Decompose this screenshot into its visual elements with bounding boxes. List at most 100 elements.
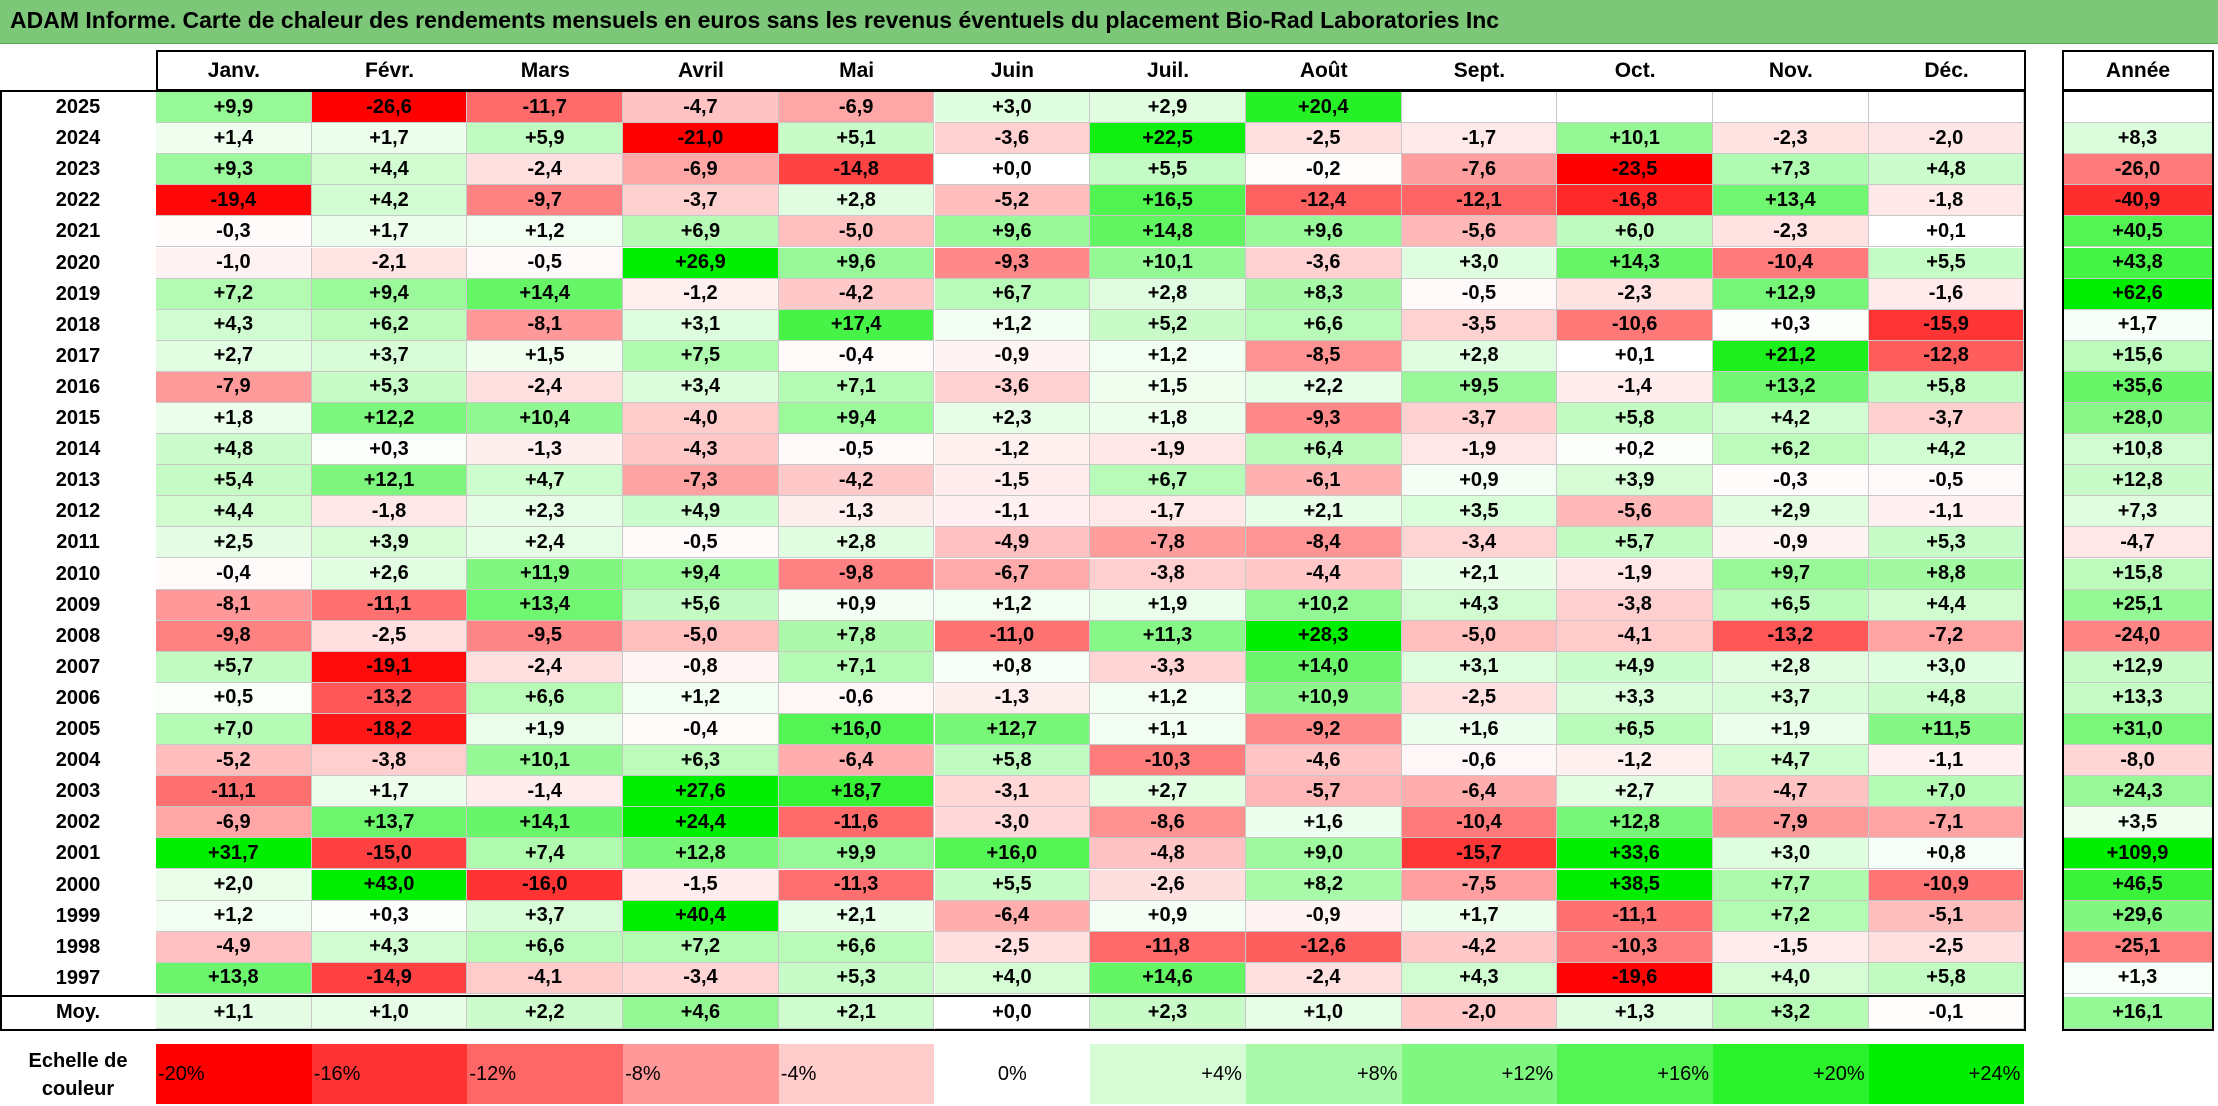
- scale-swatch: -20%: [156, 1044, 312, 1104]
- heatmap-cell: +6,6: [778, 931, 935, 963]
- scale-swatch: -4%: [778, 1044, 935, 1104]
- heatmap-cell: -18,2: [311, 714, 468, 746]
- year-total-cell: +1,7: [2062, 309, 2214, 341]
- heatmap-cell: +5,3: [1868, 527, 2025, 559]
- heatmap-cell: +1,9: [1090, 589, 1246, 621]
- heatmap-cell: -7,6: [1401, 154, 1558, 186]
- heatmap-cell: +1,2: [934, 309, 1091, 341]
- month-header: Févr.: [365, 58, 415, 82]
- heatmap-cell: +2,7: [1090, 776, 1246, 808]
- heatmap-cell: -12,8: [1868, 340, 2025, 372]
- heatmap-cell: +6,9: [623, 216, 779, 248]
- heatmap-cell: -0,5: [778, 434, 935, 466]
- heatmap-cell: -4,0: [623, 403, 779, 435]
- heatmap-cell: -7,9: [1713, 807, 1869, 839]
- average-cell: +4,6: [623, 996, 779, 1029]
- heatmap-cell: +0,1: [1557, 340, 1713, 372]
- heatmap-cell: -11,3: [778, 869, 935, 901]
- heatmap-cell: +3,1: [623, 309, 779, 341]
- heatmap-cell: +9,6: [778, 247, 935, 279]
- heatmap-cell: +5,5: [934, 869, 1091, 901]
- heatmap-cell: -10,6: [1557, 309, 1713, 341]
- heatmap-cell: -1,5: [1713, 931, 1869, 963]
- heatmap-cell: -1,3: [467, 434, 624, 466]
- heatmap-cell: -0,6: [778, 682, 935, 714]
- year-label: 2004: [55, 749, 101, 772]
- heatmap-cell: -0,9: [934, 340, 1091, 372]
- heatmap-cell: +4,3: [1401, 962, 1558, 994]
- year-label: 2016: [55, 375, 101, 398]
- heatmap-cell: +5,8: [1868, 962, 2025, 994]
- heatmap-cell: -7,1: [1868, 807, 2025, 839]
- heatmap-cell: -3,5: [1401, 309, 1558, 341]
- heatmap-cell: -2,4: [467, 651, 624, 683]
- heatmap-cell: -2,3: [1713, 123, 1869, 155]
- heatmap-cell: -7,9: [156, 371, 312, 403]
- heatmap-cell: [1713, 92, 1869, 124]
- heatmap-cell: -11,1: [156, 776, 312, 808]
- heatmap-cell: +10,1: [1557, 123, 1713, 155]
- heatmap-cell: -3,7: [1401, 403, 1558, 435]
- heatmap-cell: -11,6: [778, 807, 935, 839]
- average-year-cell: +16,1: [2062, 996, 2214, 1029]
- month-header: Juil.: [1147, 58, 1190, 82]
- average-cell: +1,1: [156, 996, 312, 1029]
- heatmap-cell: +9,4: [623, 558, 779, 590]
- heatmap-cell: -15,9: [1868, 309, 2025, 341]
- heatmap-cell: -6,1: [1245, 465, 1402, 497]
- heatmap-cell: -6,9: [156, 807, 312, 839]
- heatmap-cell: +10,9: [1245, 682, 1402, 714]
- average-cell: +2,2: [467, 996, 624, 1029]
- heatmap-cell: +1,2: [156, 900, 312, 932]
- heatmap-cell: +12,7: [934, 714, 1091, 746]
- heatmap-cell: +4,9: [623, 496, 779, 528]
- heatmap-cell: +11,5: [1868, 714, 2025, 746]
- year-total-cell: -24,0: [2062, 620, 2214, 652]
- heatmap-cell: +6,6: [1245, 309, 1402, 341]
- heatmap-cell: +22,5: [1090, 123, 1246, 155]
- heatmap-cell: -11,0: [934, 620, 1091, 652]
- heatmap-cell: +1,8: [156, 403, 312, 435]
- month-header: Nov.: [1768, 58, 1813, 82]
- heatmap-cell: -8,1: [156, 589, 312, 621]
- heatmap-cell: -19,6: [1557, 962, 1713, 994]
- heatmap-cell: +2,8: [778, 527, 935, 559]
- heatmap-cell: -0,5: [1401, 278, 1558, 310]
- average-cell: +2,1: [778, 996, 935, 1029]
- heatmap-cell: +2,7: [1557, 776, 1713, 808]
- heatmap-cell: -3,8: [311, 745, 468, 777]
- heatmap-cell: +8,2: [1245, 869, 1402, 901]
- heatmap-cell: -5,2: [156, 745, 312, 777]
- heatmap-cell: -10,4: [1713, 247, 1869, 279]
- heatmap-cell: +1,2: [467, 216, 624, 248]
- heatmap-cell: +9,9: [778, 838, 935, 870]
- heatmap-cell: -6,9: [623, 154, 779, 186]
- heatmap-cell: -15,0: [311, 838, 468, 870]
- heatmap-cell: -2,4: [1245, 962, 1402, 994]
- heatmap-cell: -0,9: [1245, 900, 1402, 932]
- heatmap-cell: +4,8: [156, 434, 312, 466]
- heatmap-cell: -1,8: [311, 496, 468, 528]
- heatmap-cell: +2,1: [1245, 496, 1402, 528]
- heatmap-cell: -1,3: [934, 682, 1091, 714]
- scale-swatch: +8%: [1245, 1044, 1402, 1104]
- heatmap-cell: -4,6: [1245, 745, 1402, 777]
- heatmap-cell: -1,9: [1557, 558, 1713, 590]
- heatmap-cell: +5,6: [623, 589, 779, 621]
- year-total-cell: +40,5: [2062, 216, 2214, 248]
- heatmap-cell: -5,0: [778, 216, 935, 248]
- average-cell: +3,2: [1713, 996, 1869, 1029]
- heatmap-cell: -3,4: [623, 962, 779, 994]
- year-label: 2013: [55, 469, 101, 492]
- heatmap-cell: -6,4: [1401, 776, 1558, 808]
- heatmap-cell: +6,3: [623, 745, 779, 777]
- heatmap-cell: -3,6: [1245, 247, 1402, 279]
- average-cell: +2,3: [1090, 996, 1246, 1029]
- heatmap-cell: +5,3: [778, 962, 935, 994]
- heatmap-cell: -7,5: [1401, 869, 1558, 901]
- heatmap-cell: +12,8: [623, 838, 779, 870]
- year-label: 2025: [55, 96, 101, 119]
- heatmap-cell: +8,3: [1245, 278, 1402, 310]
- heatmap-cell: -3,8: [1557, 589, 1713, 621]
- month-header: Mai: [839, 58, 875, 82]
